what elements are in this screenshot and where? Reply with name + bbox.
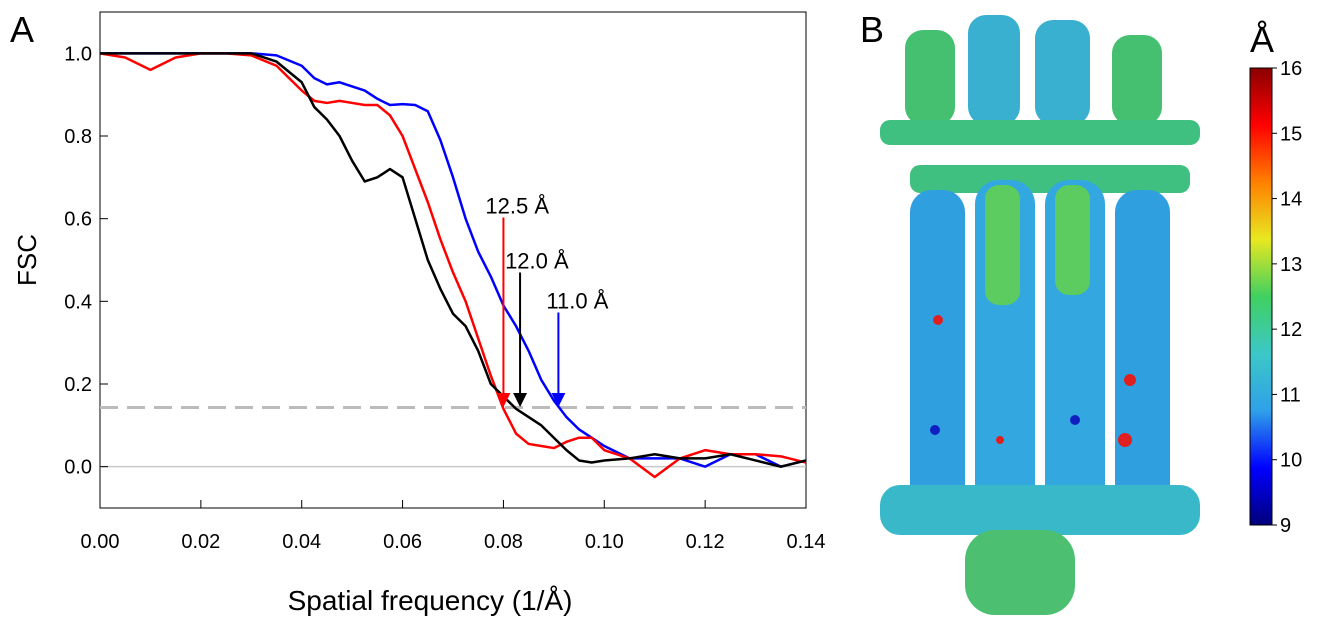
annotation-label: 11.0 Å — [546, 289, 608, 314]
colorbar-tick-label: 13 — [1280, 254, 1302, 276]
colorbar-tick-label: 10 — [1280, 450, 1302, 472]
colorbar-tick-label: 12 — [1280, 319, 1302, 341]
panel-label: A — [10, 9, 34, 50]
y-tick-label: 0.8 — [64, 126, 92, 148]
x-tick-label: 0.10 — [585, 531, 624, 553]
x-tick-label: 0.06 — [383, 531, 422, 553]
y-tick-label: 0.6 — [64, 209, 92, 231]
y-tick-label: 0.2 — [64, 374, 92, 396]
colorbar-tick-label: 15 — [1280, 123, 1302, 145]
colorbar-title: Å — [1250, 19, 1274, 60]
colorbar-tick-label: 9 — [1280, 515, 1291, 537]
annotation-label: 12.0 Å — [505, 249, 569, 274]
annotation-label: 12.5 Å — [485, 194, 549, 219]
x-tick-label: 0.04 — [282, 531, 321, 553]
y-tick-label: 0.0 — [64, 457, 92, 479]
plot-frame — [99, 11, 807, 509]
x-tick-label: 0.00 — [81, 531, 120, 553]
panel-label: B — [860, 9, 884, 50]
x-tick-label: 0.08 — [484, 531, 523, 553]
colorbar-tick-label: 14 — [1280, 189, 1302, 211]
fsc-line — [100, 52, 807, 468]
colorbar-tick-label: 11 — [1280, 384, 1301, 406]
fsc-line — [99, 52, 807, 479]
x-axis-label: Spatial frequency (1/Å) — [288, 585, 573, 616]
y-axis-label: FSC — [12, 234, 42, 286]
x-tick-label: 0.02 — [181, 531, 220, 553]
y-tick-label: 0.4 — [64, 291, 92, 313]
x-tick-label: 0.14 — [787, 531, 826, 553]
fsc-line — [100, 52, 807, 468]
y-tick-label: 1.0 — [64, 43, 92, 65]
colorbar-tick-label: 16 — [1280, 58, 1302, 80]
x-tick-label: 0.12 — [686, 531, 725, 553]
density-map — [880, 15, 1200, 615]
colorbar — [1249, 67, 1273, 526]
